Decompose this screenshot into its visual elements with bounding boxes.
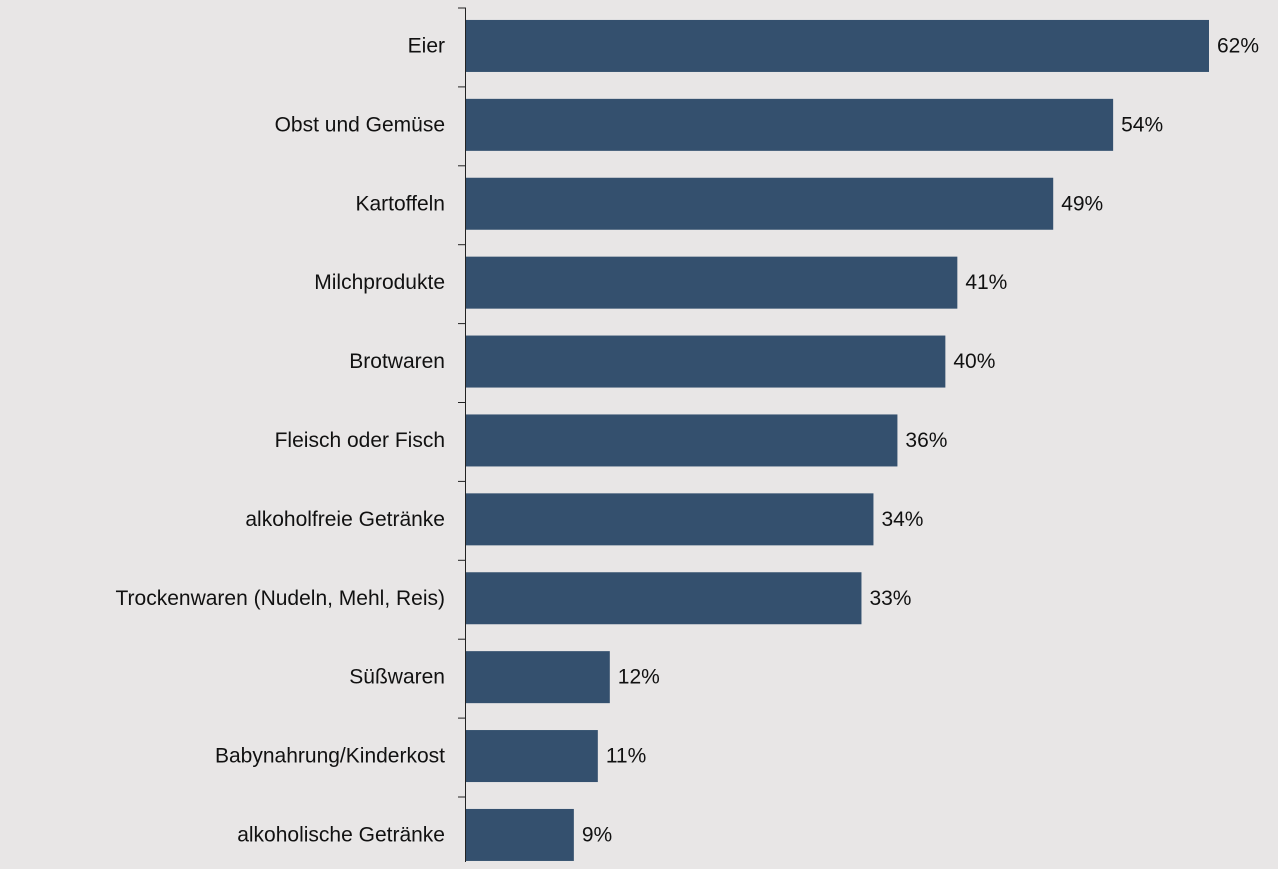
value-label: 62% [1217,34,1259,57]
value-label: 41% [965,271,1007,294]
value-label: 9% [582,823,612,846]
category-label: Kartoffeln [355,192,445,215]
category-label: alkoholfreie Getränke [245,508,445,531]
value-label: 49% [1061,192,1103,215]
category-label: Fleisch oder Fisch [275,429,445,452]
bar [466,808,574,861]
value-label: 33% [869,587,911,610]
category-label: Babynahrung/Kinderkost [215,745,445,768]
bar [466,256,958,309]
value-label: 34% [881,508,923,531]
category-label: Eier [408,34,445,57]
category-label: Milchprodukte [314,271,445,294]
category-label: Süßwaren [349,666,445,689]
category-label: Trockenwaren (Nudeln, Mehl, Reis) [115,587,445,610]
value-label: 12% [618,666,660,689]
category-label: Obst und Gemüse [275,113,445,136]
bar [466,493,874,546]
bar [466,19,1209,72]
value-label: 11% [606,745,646,768]
category-label: Brotwaren [349,350,445,373]
value-label: 54% [1121,113,1163,136]
category-label: alkoholische Getränke [237,823,445,846]
value-label: 40% [953,350,995,373]
bar [466,414,898,467]
bar [466,177,1054,230]
bar [466,98,1114,151]
bar [466,335,946,388]
bar [466,572,862,625]
bar [466,651,610,704]
value-label: 36% [905,429,947,452]
bar [466,730,598,783]
